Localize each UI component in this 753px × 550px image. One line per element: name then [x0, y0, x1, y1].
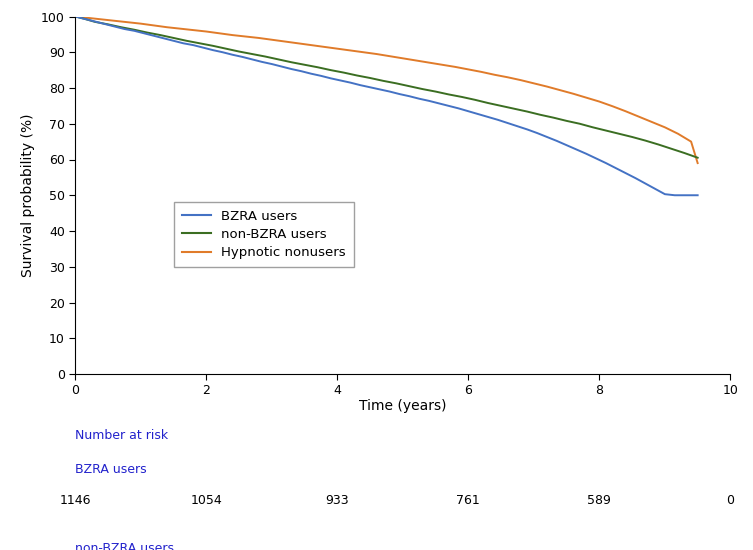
Text: BZRA users: BZRA users [75, 463, 147, 476]
Text: 761: 761 [456, 494, 480, 507]
Text: Time (years): Time (years) [359, 399, 447, 412]
Y-axis label: Survival probability (%): Survival probability (%) [21, 113, 35, 277]
Text: 1146: 1146 [59, 494, 91, 507]
Text: 933: 933 [325, 494, 349, 507]
Text: 0: 0 [727, 494, 734, 507]
Text: Number at risk: Number at risk [75, 429, 169, 442]
Text: 589: 589 [587, 494, 611, 507]
Legend: BZRA users, non-BZRA users, Hypnotic nonusers: BZRA users, non-BZRA users, Hypnotic non… [174, 202, 354, 267]
Text: non-BZRA users: non-BZRA users [75, 542, 174, 550]
Text: 1054: 1054 [191, 494, 222, 507]
